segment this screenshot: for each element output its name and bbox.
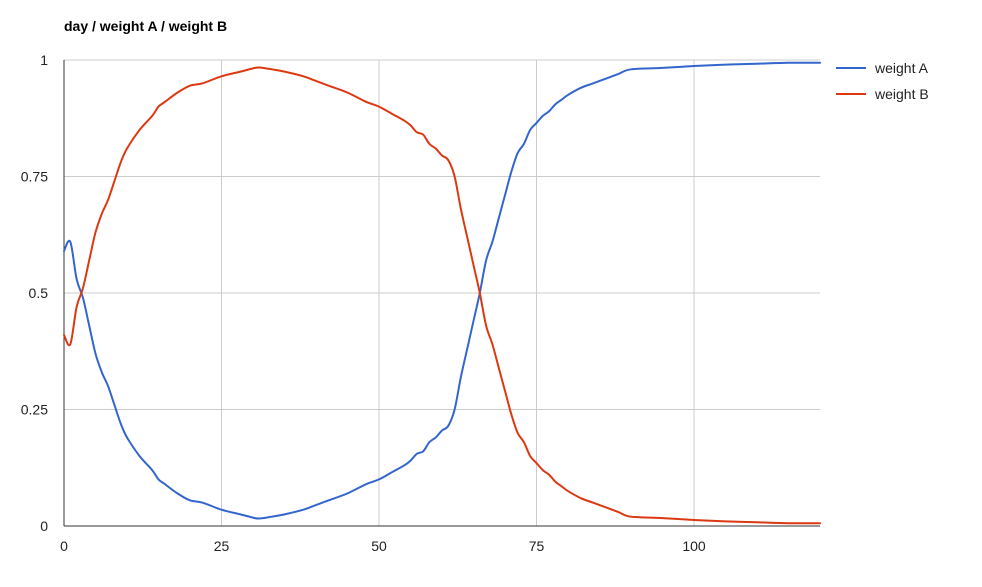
legend-label-weight-b: weight B <box>874 86 929 102</box>
tick-labels: 0 0.25 0.5 0.75 1 0 25 50 75 100 <box>21 52 706 554</box>
y-tick-label: 1 <box>40 52 48 68</box>
y-tick-label: 0 <box>40 518 48 534</box>
y-tick-label: 0.5 <box>29 285 49 301</box>
axes <box>63 60 820 527</box>
series-line-weight-b <box>63 66 821 525</box>
legend-label-weight-a: weight A <box>874 60 929 76</box>
grid-lines <box>64 59 820 526</box>
x-tick-label: 50 <box>371 538 387 554</box>
x-tick-label: 0 <box>60 538 68 554</box>
y-tick-label: 0.75 <box>21 169 48 185</box>
x-tick-label: 100 <box>682 538 706 554</box>
chart-title: day / weight A / weight B <box>64 18 227 34</box>
series-lines <box>63 61 821 525</box>
legend: weight A weight B <box>836 60 929 102</box>
x-tick-label: 75 <box>529 538 545 554</box>
y-tick-label: 0.25 <box>21 402 48 418</box>
x-tick-label: 25 <box>214 538 230 554</box>
series-line-weight-a <box>63 61 821 520</box>
